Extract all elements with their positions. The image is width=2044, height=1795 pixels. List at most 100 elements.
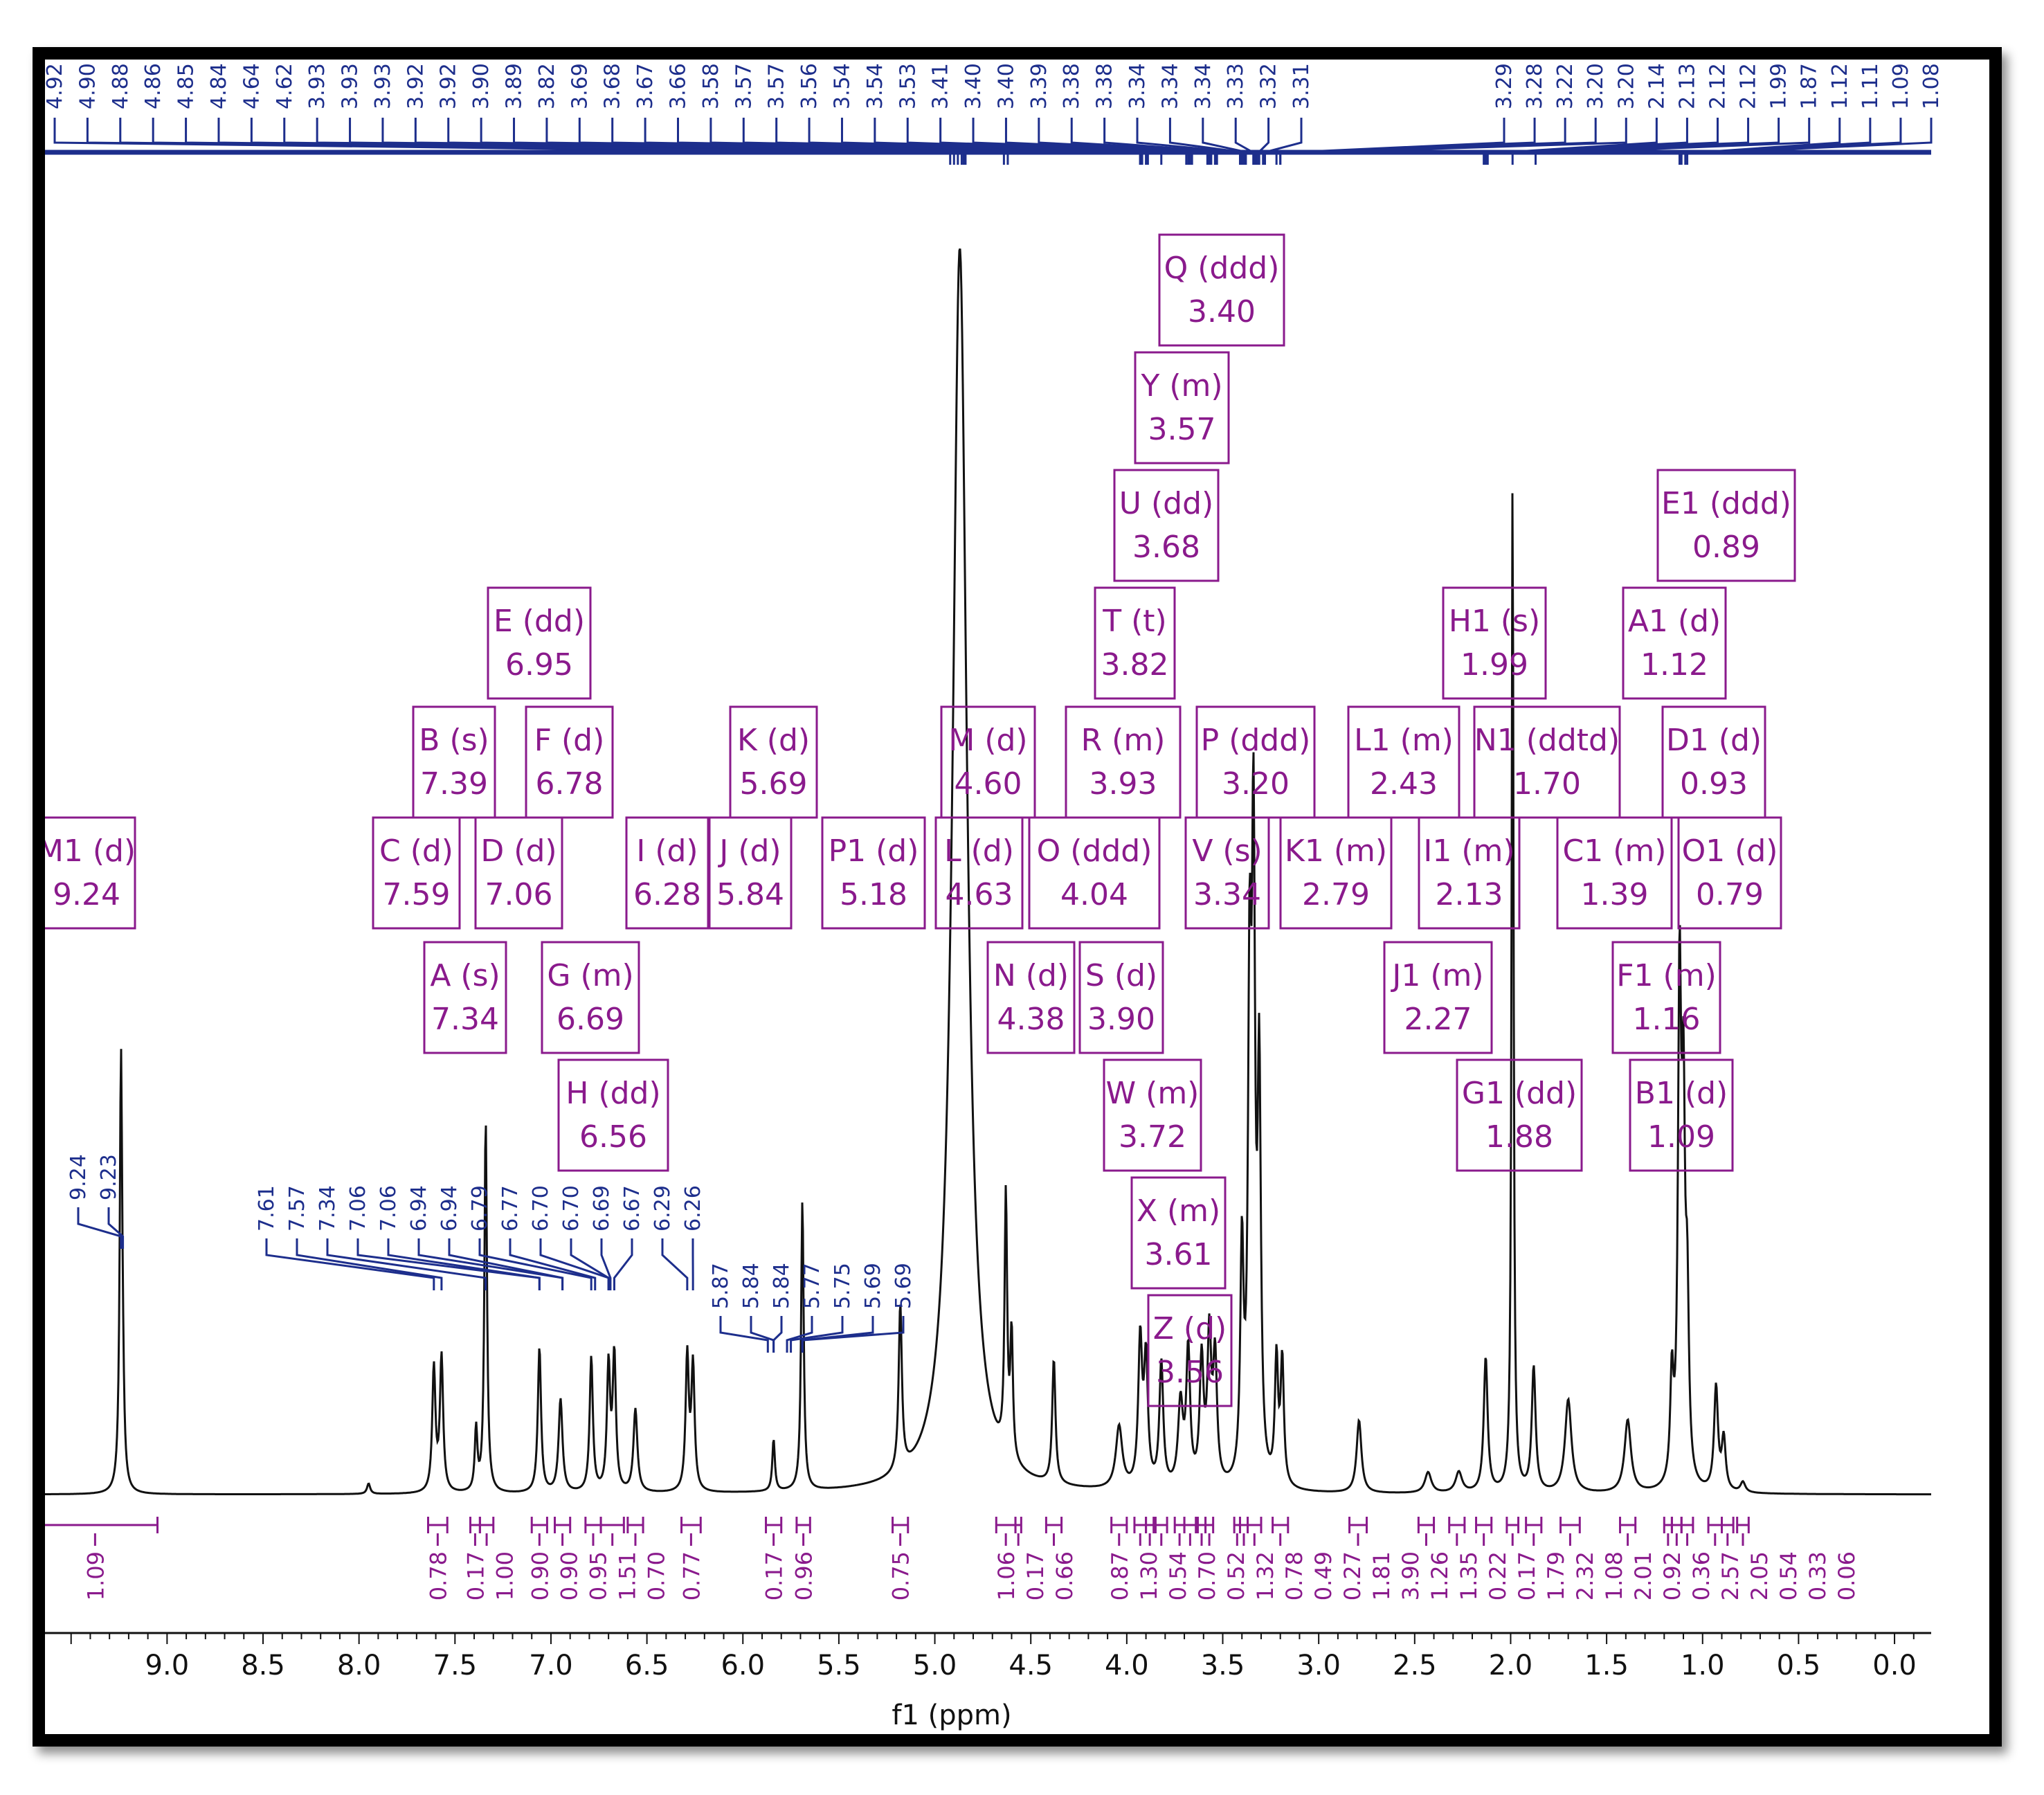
multiplet-box: K (d) 5.69 — [729, 705, 818, 819]
multiplet-shift: 6.28 — [633, 877, 701, 912]
multiplet-box: X (m) 3.61 — [1130, 1176, 1227, 1290]
peak-label-top: 3.90 — [469, 63, 494, 109]
multiplet-box: R (m) 3.93 — [1065, 705, 1182, 819]
integral-bracket: 0.77 — [678, 1517, 705, 1600]
x-tick-label: 2.5 — [1393, 1650, 1437, 1681]
peak-label-group: 6.94 — [437, 1185, 462, 1232]
integral-value: 0.77 — [678, 1551, 705, 1600]
multiplet-box: P (ddd) 3.20 — [1195, 705, 1316, 819]
multiplet-box-border — [557, 1058, 669, 1172]
multiplet-label: A (s) — [430, 958, 500, 993]
integral-value: 1.32 — [1252, 1551, 1278, 1600]
peak-label-leader — [1264, 118, 1536, 165]
multiplet-box-border — [1456, 1058, 1583, 1172]
multiplet-shift: 3.61 — [1145, 1237, 1213, 1272]
multiplet-shift: 0.89 — [1692, 530, 1760, 565]
x-axis: 9.0 8.5 8.0 7.5 7.0 6.5 6.0 5.5 5.0 4.5 4.0 3.5 3.0 2… — [45, 1632, 1931, 1681]
multiplet-label: B (s) — [419, 723, 489, 758]
multiplet-shift: 4.38 — [997, 1002, 1065, 1037]
multiplet-box-border — [1130, 1176, 1227, 1290]
multiplet-label: C (d) — [379, 833, 453, 869]
integral-bracket: 2.57 — [1670, 1517, 1744, 1600]
peak-label-leader — [387, 1238, 541, 1290]
multiplet-shift: 9.24 — [53, 877, 120, 912]
multiplet-box-border — [1629, 1058, 1734, 1172]
multiplet-box: P1 (d) 5.18 — [821, 816, 926, 930]
integral-bracket: 1.79 — [1475, 1517, 1569, 1600]
peak-label-leader — [513, 118, 1149, 165]
multiplet-label: R (m) — [1081, 723, 1166, 758]
peak-label-leader — [1486, 118, 1750, 165]
integral-bracket: 0.33 — [1720, 1517, 1831, 1600]
peak-label-group: 5.69 — [861, 1263, 885, 1309]
multiplet-box: E (dd) 6.95 — [487, 586, 592, 700]
nmr-chart: 4.92 4.90 4.88 4.86 4.85 4.84 4.64 4.62 3.93 3.93… — [45, 63, 1944, 1731]
peak-label-group: 5.84 — [770, 1263, 794, 1309]
multiplet-label: U (dd) — [1119, 486, 1213, 521]
integral-value: 1.00 — [491, 1551, 518, 1600]
multiplet-shift: 1.39 — [1581, 877, 1649, 912]
peak-label-top: 3.54 — [830, 63, 854, 109]
multiplet-box: T (t) 3.82 — [1094, 586, 1176, 700]
peak-label-top: 3.93 — [371, 63, 395, 109]
multiplet-label: W (m) — [1106, 1076, 1200, 1111]
integral-bracket: 2.01 — [1559, 1517, 1656, 1600]
peak-label-leader — [77, 1207, 123, 1249]
peak-label-leader — [578, 118, 1188, 165]
multiplet-box-border — [986, 941, 1076, 1054]
peak-label-leader — [972, 118, 1243, 165]
multiplet-shift: 2.79 — [1302, 877, 1370, 912]
multiplet-shift: 3.56 — [1156, 1355, 1224, 1390]
multiplet-box: K1 (m) 2.79 — [1279, 816, 1393, 930]
peak-label-top: 4.86 — [141, 63, 165, 109]
peak-label-top: 3.67 — [633, 63, 658, 109]
peak-label-top: 2.12 — [1737, 63, 1761, 109]
multiplet-box: G (m) 6.69 — [541, 941, 640, 1054]
multiplet-box: D (d) 7.06 — [474, 816, 563, 930]
integral-bracket: 0.52 — [1173, 1517, 1249, 1600]
peak-label-top: 2.14 — [1645, 63, 1669, 109]
multiplet-box: H1 (s) 1.99 — [1442, 586, 1547, 700]
multiplet-label: M (d) — [948, 723, 1027, 758]
peak-label-top: 1.11 — [1858, 63, 1883, 109]
integral-bracket: 1.35 — [1348, 1517, 1482, 1600]
peak-label-leader — [611, 118, 1190, 165]
multiplet-label: A1 (d) — [1628, 604, 1721, 639]
x-tick-label: 6.5 — [625, 1650, 669, 1681]
multiplet-box-border — [1195, 705, 1316, 819]
peak-label-leader — [1275, 118, 1566, 165]
integral-value: 0.70 — [1194, 1551, 1220, 1600]
peak-label-top: 3.38 — [1060, 63, 1084, 109]
peak-label-leader — [772, 1316, 783, 1353]
multiplet-label: O1 (d) — [1682, 833, 1778, 869]
peak-label-leader — [381, 118, 1141, 165]
multiplet-shift: 6.95 — [505, 647, 573, 683]
multiplet-box: V (s) 3.34 — [1184, 816, 1270, 930]
peak-label-leader — [1070, 118, 1247, 165]
integral-bracket: 0.90 — [527, 1517, 553, 1600]
integral-bracket: 0.95 — [584, 1517, 611, 1600]
integral-value: 0.54 — [1165, 1551, 1191, 1600]
x-tick-label: 6.0 — [721, 1650, 765, 1681]
x-tick-label: 7.5 — [433, 1650, 478, 1681]
integral-value: 0.27 — [1339, 1551, 1366, 1600]
integral-bracket: 0.78 — [425, 1517, 451, 1600]
integral-value: 2.05 — [1746, 1551, 1773, 1600]
multiplet-label: G1 (dd) — [1462, 1076, 1577, 1111]
peak-label-leader — [677, 118, 1193, 165]
peak-label-top: 4.90 — [75, 63, 100, 109]
peak-label-top: 3.29 — [1492, 63, 1517, 109]
multiplet-box-border — [423, 941, 507, 1054]
peak-label-top: 3.56 — [797, 63, 822, 109]
integral-value: 0.90 — [556, 1551, 582, 1600]
integral-bracket: 0.22 — [1417, 1517, 1511, 1600]
peak-label-top: 3.31 — [1290, 63, 1314, 109]
peak-label-top: 3.58 — [699, 63, 723, 109]
integral-bracket: 0.17 — [462, 1517, 489, 1600]
multiplet-box: G1 (dd) 1.88 — [1456, 1058, 1583, 1172]
peak-label-leader — [1511, 118, 1780, 165]
peak-label-leader — [316, 118, 1141, 165]
multiplet-label: Y (m) — [1140, 368, 1222, 404]
peak-label-top: 3.32 — [1257, 63, 1281, 109]
peak-label-leader — [152, 118, 963, 165]
